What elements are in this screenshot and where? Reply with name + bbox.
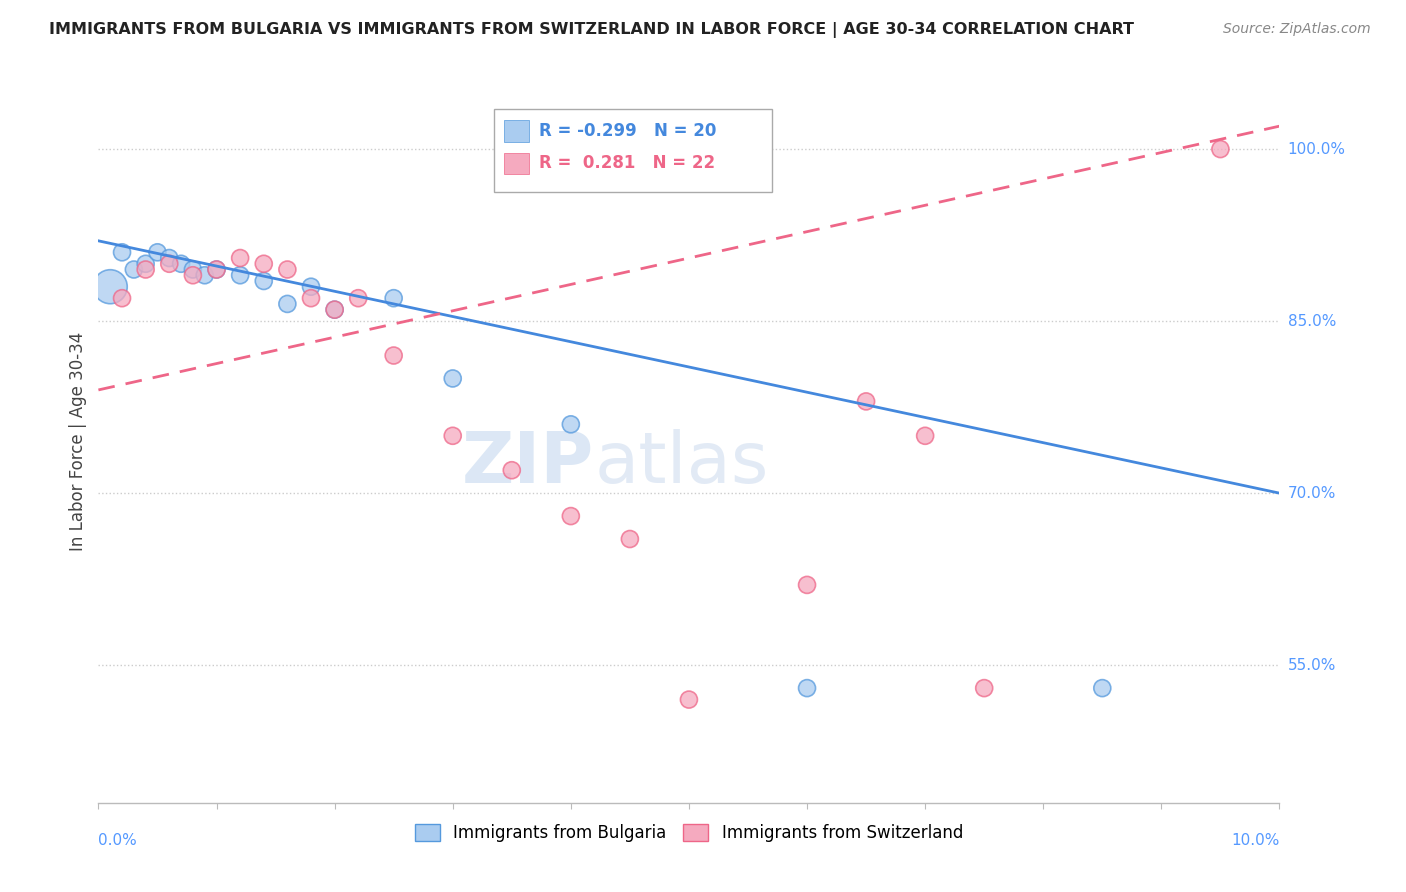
Point xyxy=(441,371,464,385)
Point xyxy=(678,692,700,706)
Point xyxy=(441,429,464,443)
Point xyxy=(1091,681,1114,695)
Point xyxy=(181,268,204,283)
Point xyxy=(382,291,405,305)
Point xyxy=(253,257,276,271)
Text: 70.0%: 70.0% xyxy=(1288,485,1336,500)
Point xyxy=(135,262,157,277)
Point xyxy=(501,463,523,477)
Point xyxy=(122,262,145,277)
Point xyxy=(619,532,641,546)
Point xyxy=(560,509,582,524)
Text: IMMIGRANTS FROM BULGARIA VS IMMIGRANTS FROM SWITZERLAND IN LABOR FORCE | AGE 30-: IMMIGRANTS FROM BULGARIA VS IMMIGRANTS F… xyxy=(49,22,1135,38)
Text: ZIP: ZIP xyxy=(463,429,595,498)
Point xyxy=(181,262,204,277)
Point xyxy=(205,262,228,277)
Point xyxy=(276,262,298,277)
Point xyxy=(253,274,276,288)
Text: 0.0%: 0.0% xyxy=(98,833,138,848)
Point xyxy=(914,429,936,443)
Point xyxy=(796,681,818,695)
Text: 85.0%: 85.0% xyxy=(1288,314,1336,328)
Text: R = -0.299   N = 20: R = -0.299 N = 20 xyxy=(538,122,716,140)
Point xyxy=(855,394,877,409)
Text: 100.0%: 100.0% xyxy=(1288,142,1346,157)
Point xyxy=(299,279,322,293)
FancyBboxPatch shape xyxy=(494,109,772,193)
Point xyxy=(323,302,346,317)
Point xyxy=(382,349,405,363)
Point xyxy=(347,291,370,305)
Text: atlas: atlas xyxy=(595,429,769,498)
Point xyxy=(560,417,582,432)
Point xyxy=(194,268,217,283)
Point xyxy=(98,279,121,293)
Point xyxy=(157,257,180,271)
Point xyxy=(135,257,157,271)
Point xyxy=(146,245,169,260)
Point xyxy=(229,268,252,283)
Point xyxy=(1209,142,1232,156)
Point xyxy=(796,578,818,592)
Point xyxy=(973,681,995,695)
Point xyxy=(229,251,252,265)
Y-axis label: In Labor Force | Age 30-34: In Labor Force | Age 30-34 xyxy=(69,332,87,551)
Point xyxy=(157,251,180,265)
Point xyxy=(276,297,298,311)
Legend: Immigrants from Bulgaria, Immigrants from Switzerland: Immigrants from Bulgaria, Immigrants fro… xyxy=(408,817,970,848)
Point xyxy=(299,291,322,305)
Text: 10.0%: 10.0% xyxy=(1232,833,1279,848)
Text: R =  0.281   N = 22: R = 0.281 N = 22 xyxy=(538,154,716,172)
FancyBboxPatch shape xyxy=(503,120,530,142)
FancyBboxPatch shape xyxy=(503,153,530,174)
Point xyxy=(111,291,134,305)
Point xyxy=(323,302,346,317)
Text: Source: ZipAtlas.com: Source: ZipAtlas.com xyxy=(1223,22,1371,37)
Point xyxy=(111,245,134,260)
Point xyxy=(170,257,193,271)
Text: 55.0%: 55.0% xyxy=(1288,657,1336,673)
Point xyxy=(205,262,228,277)
